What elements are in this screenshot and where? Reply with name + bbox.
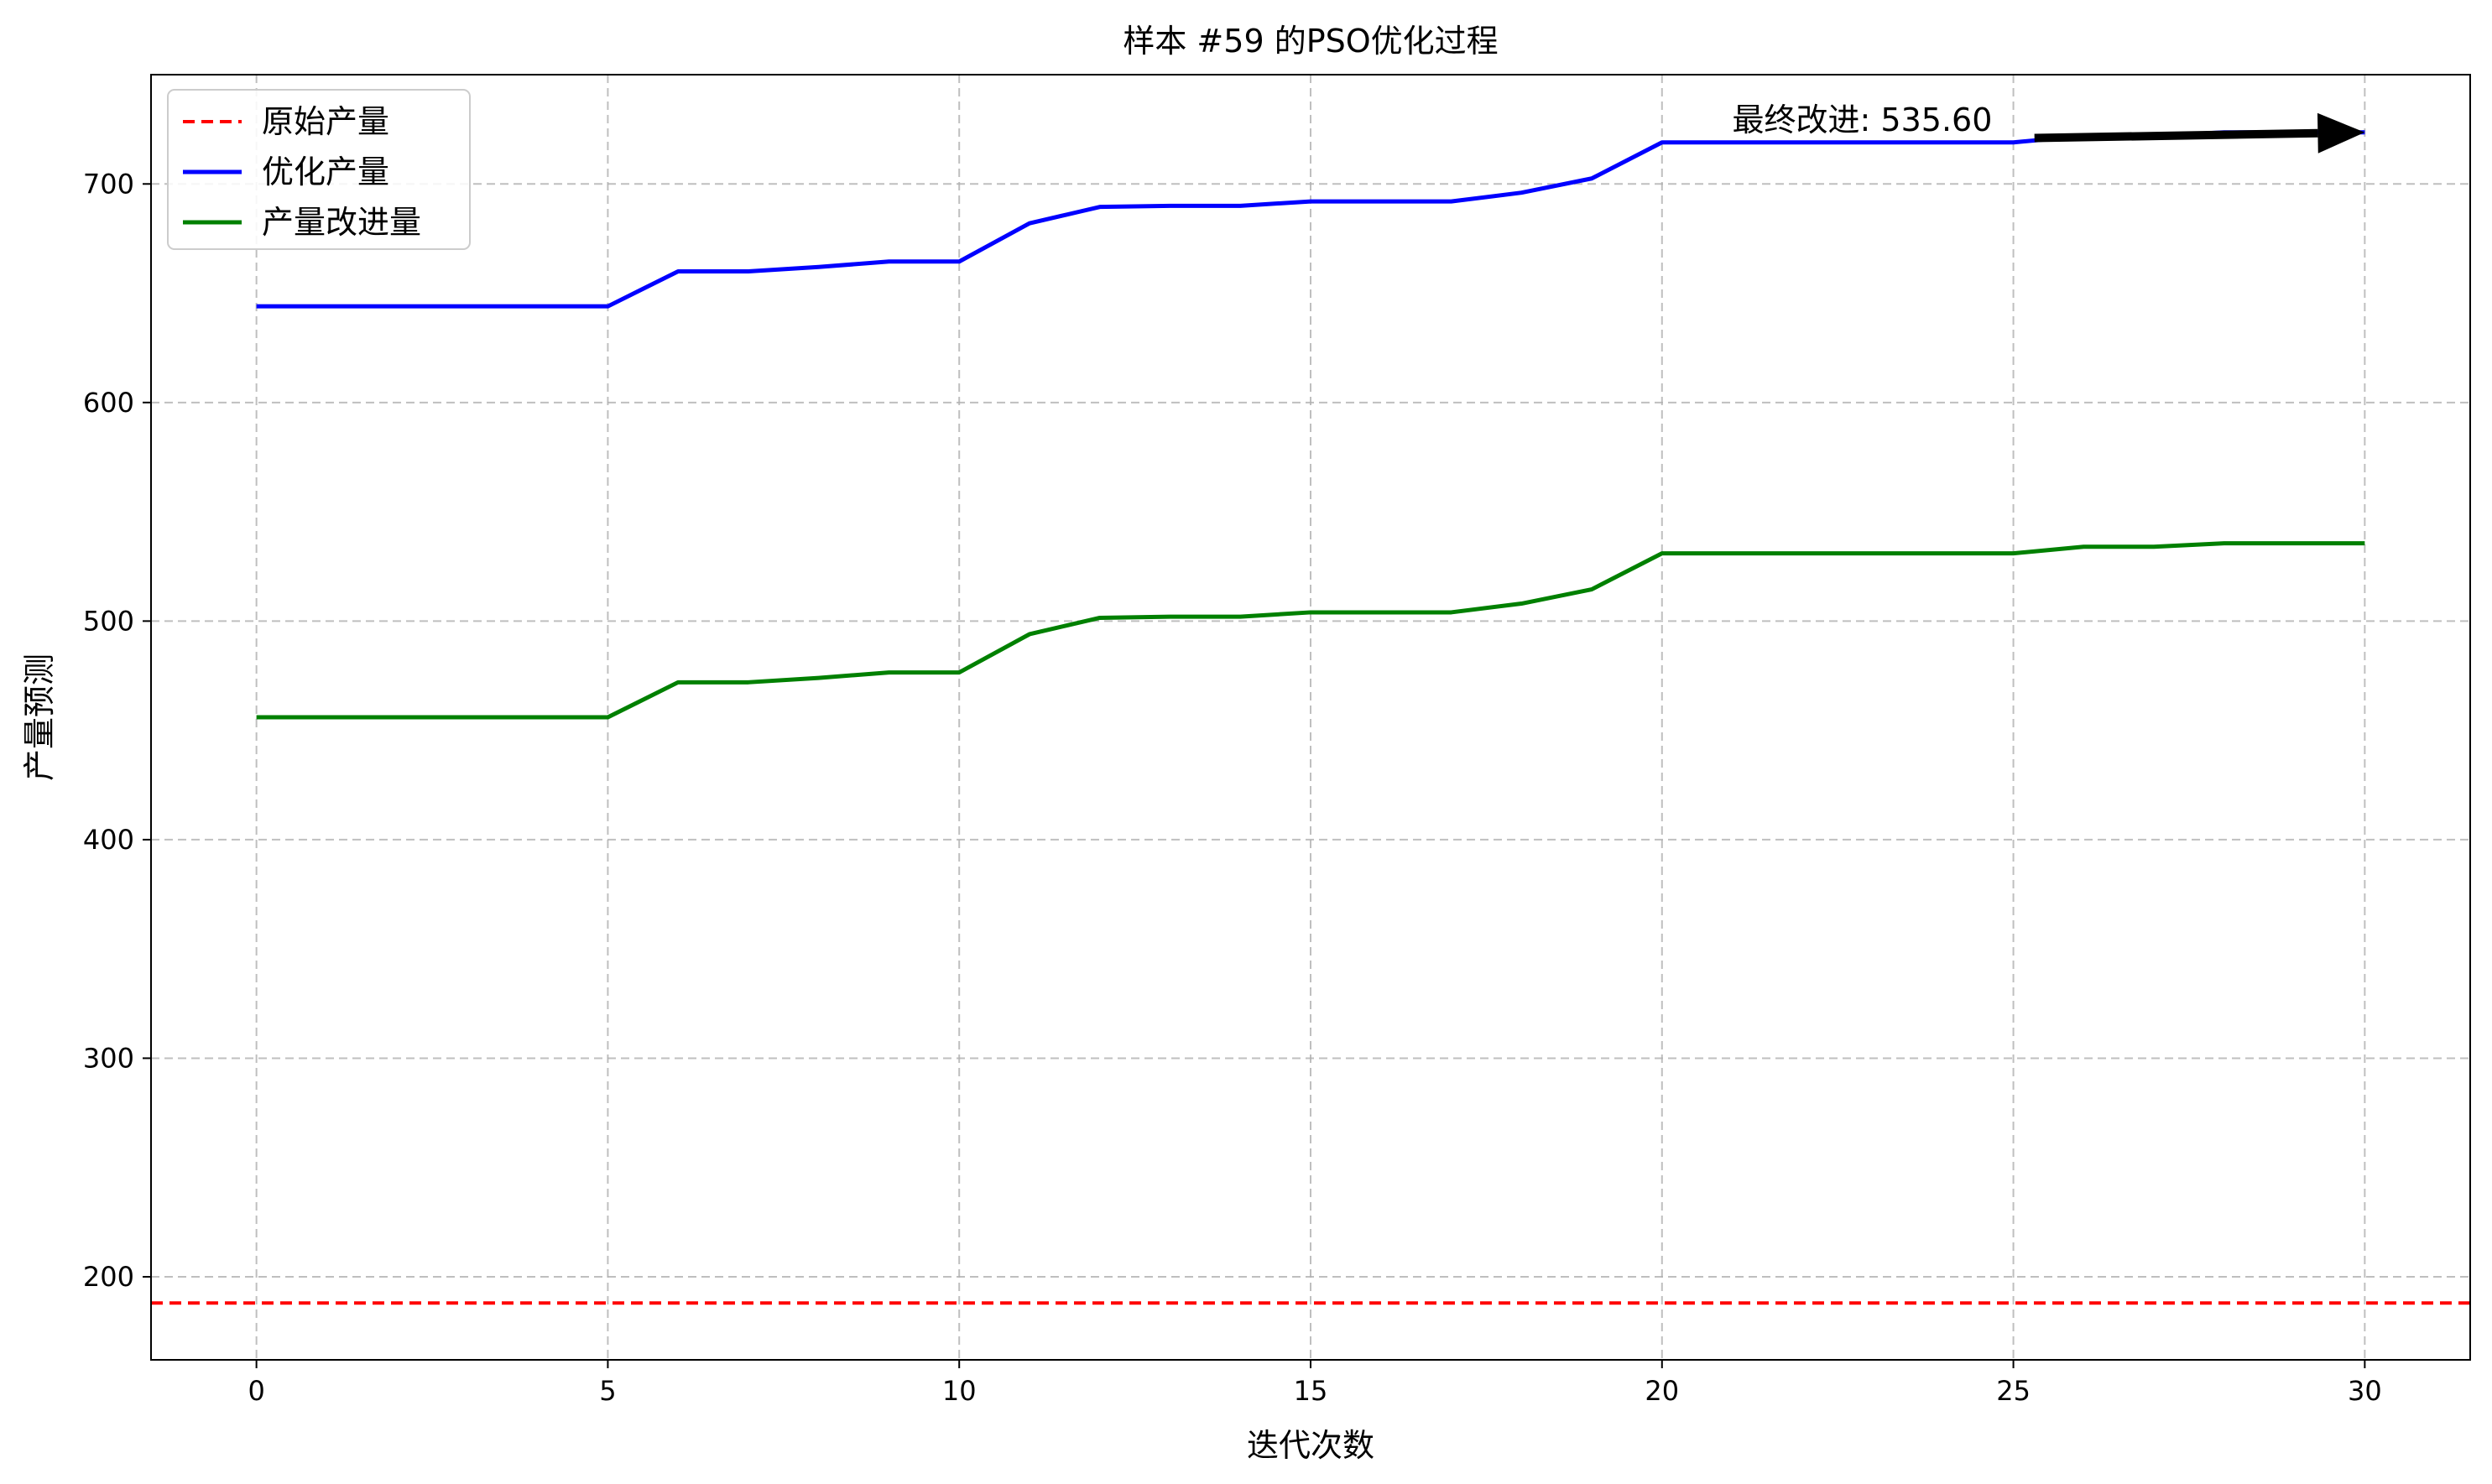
y-tick-label: 300 [83, 1042, 134, 1074]
y-tick-label: 500 [83, 605, 134, 637]
series-layer [151, 130, 2470, 1305]
y-tick-label: 600 [83, 387, 134, 419]
annotation-arrow-head [2317, 112, 2365, 154]
x-tick-label: 30 [2348, 1375, 2382, 1407]
y-tick-label: 400 [83, 824, 134, 856]
legend-box [167, 89, 471, 250]
series-line-optimized-yield [256, 130, 2365, 309]
annotation-arrow-shaft [2034, 128, 2318, 143]
ticks: 0 5 10 15 20 25 30 200 300 400 500 600 700 [83, 168, 2382, 1407]
y-tick-label: 700 [83, 168, 134, 200]
x-tick-label: 15 [1294, 1375, 1328, 1407]
x-tick-label: 5 [599, 1375, 616, 1407]
annotation-text: 最终改进: 535.60 [1733, 102, 1993, 138]
legend-label: 原始产量 [262, 103, 389, 140]
x-tick-label: 25 [1996, 1375, 2031, 1407]
annotation-layer: 最终改进: 535.60 [1733, 102, 2365, 154]
x-axis-label: 迭代次数 [1247, 1427, 1374, 1464]
series-line-yield-improvement [256, 541, 2365, 720]
x-tick-label: 10 [942, 1375, 977, 1407]
x-tick-label: 0 [248, 1375, 264, 1407]
x-tick-label: 20 [1645, 1375, 1679, 1407]
y-axis-label: 产量预测 [21, 653, 58, 781]
y-tick-label: 200 [83, 1261, 134, 1293]
legend-label: 产量改进量 [262, 204, 421, 241]
legend-label: 优化产量 [262, 154, 389, 190]
chart-title: 样本 #59 的PSO优化过程 [1123, 23, 1498, 60]
grid [151, 75, 2470, 1360]
